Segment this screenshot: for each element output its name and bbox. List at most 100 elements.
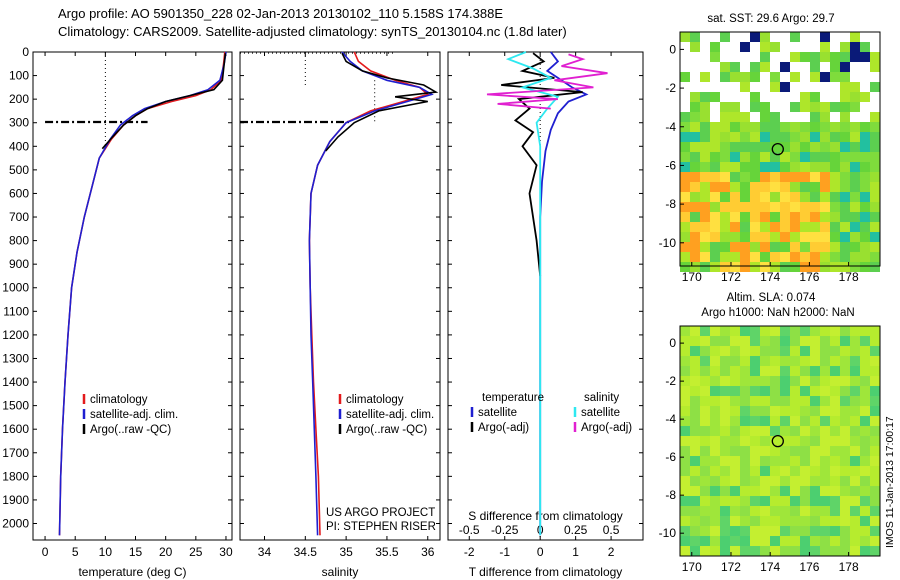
imos-timestamp: IMOS 11-Jan-2013 17:00:17 — [884, 416, 896, 548]
sla_map-cell — [800, 336, 810, 346]
sla_map-cell — [720, 366, 730, 376]
sla_map-cell — [740, 546, 750, 556]
difference-series-temperature-argoadj — [501, 52, 583, 277]
sst_map-cell — [800, 222, 810, 232]
sla_map-cell — [690, 426, 700, 436]
sla_map-cell — [860, 476, 870, 486]
sla_map-cell — [770, 486, 780, 496]
salinity-legend-label: satellite-adj. clim. — [346, 409, 434, 421]
sst_map-cell — [710, 152, 720, 162]
sst_map-cell — [750, 162, 760, 172]
sst_map-cell — [710, 142, 720, 152]
sla_map-cell — [800, 496, 810, 506]
sst_map-cell — [760, 212, 770, 222]
sst_map-cell — [690, 102, 700, 112]
sla_map-cell — [760, 456, 770, 466]
sst_map-cell — [830, 152, 840, 162]
sla_map-cell — [790, 506, 800, 516]
sst_map-cell — [700, 212, 710, 222]
sst_map-cell — [840, 82, 850, 92]
sst_map-cell — [730, 202, 740, 212]
sst_map-cell — [840, 222, 850, 232]
sst_map-cell — [840, 242, 850, 252]
sla_map-cell — [700, 476, 710, 486]
sst_map-cell — [820, 192, 830, 202]
sla_map-cell — [820, 426, 830, 436]
sla_map-cell — [730, 386, 740, 396]
sst_map-cell — [780, 192, 790, 202]
sla_map-cell — [720, 406, 730, 416]
depth-tick-label: 2000 — [2, 516, 29, 530]
sla_map-cell — [710, 436, 720, 446]
sst_map-cell — [870, 142, 880, 152]
sla_map-cell — [820, 486, 830, 496]
sst_map-cell — [770, 202, 780, 212]
sla_map-cell — [730, 536, 740, 546]
sst_map-cell — [760, 222, 770, 232]
sst_map-cell — [800, 82, 810, 92]
sst_map-panel: 170 172 174 176 178 0 -2 -4 -6 -8 -10 — [659, 31, 881, 284]
sla_map-cell — [840, 376, 850, 386]
sst_map-cell — [820, 262, 830, 272]
sst_map-cell — [860, 82, 870, 92]
sla_map-cell — [830, 546, 840, 556]
salinity-frame — [239, 51, 441, 541]
sla_map-cell — [730, 486, 740, 496]
sst_map-cell — [750, 82, 760, 92]
sla_map-cell — [790, 456, 800, 466]
sla_map-cell — [780, 326, 790, 336]
sst_map-cell — [690, 142, 700, 152]
sla_map-cell — [710, 486, 720, 496]
sla_map-cell — [780, 436, 790, 446]
sla_map-cell — [720, 376, 730, 386]
sla_map-cell — [790, 396, 800, 406]
sla_map-cell — [820, 446, 830, 456]
sst_map-cell — [850, 112, 860, 122]
depth-tick-label: 900 — [9, 257, 29, 271]
sst_map-cell — [820, 52, 830, 62]
sla_map-cell — [750, 346, 760, 356]
sla_map-cell — [840, 366, 850, 376]
sst_map-cell — [820, 142, 830, 152]
sst_map-xtick-label: 176 — [799, 270, 819, 284]
sla_map-cell — [680, 496, 690, 506]
temperature-xtick-label: 5 — [72, 545, 79, 559]
sst_map-cell — [700, 72, 710, 82]
sst_map-cell — [750, 262, 760, 272]
sst_map-cell — [870, 172, 880, 182]
sst_map-cell — [740, 142, 750, 152]
sst_map-cell — [730, 192, 740, 202]
sla_map-cell — [680, 436, 690, 446]
salinity-diff-tick-label: -0.5 — [459, 523, 480, 537]
sla_map-cell — [840, 336, 850, 346]
sla_map-cell — [770, 396, 780, 406]
sst_map-cell — [830, 142, 840, 152]
sst_map-cell — [860, 132, 870, 142]
sla_map-cell — [740, 376, 750, 386]
sst_map-cell — [720, 62, 730, 72]
pi-label: PI: STEPHEN RISER — [326, 521, 436, 533]
sst_map-cell — [720, 192, 730, 202]
sla_map-cell — [860, 466, 870, 476]
sla_map-cell — [820, 416, 830, 426]
depth-tick-label: 500 — [9, 163, 29, 177]
sst_map-cell — [700, 62, 710, 72]
sla_map-cell — [720, 476, 730, 486]
sla_map-cell — [760, 446, 770, 456]
sla_map-cell — [810, 436, 820, 446]
sst_map-cell — [870, 52, 880, 62]
sla_map-ytick-label: -10 — [659, 526, 677, 540]
sla_map-cell — [870, 416, 880, 426]
sla_map-cell — [720, 496, 730, 506]
sla_map-cell — [710, 376, 720, 386]
sla_map-cell — [700, 446, 710, 456]
temperature-panel: 0100200300400500600700800900100011001200… — [2, 45, 233, 579]
sla_map-cell — [700, 376, 710, 386]
sla_map-cell — [750, 446, 760, 456]
sla_map-cell — [690, 476, 700, 486]
sst_map-cell — [690, 252, 700, 262]
sla_map-cell — [680, 426, 690, 436]
sla_map-cell — [840, 396, 850, 406]
sst_map-cell — [720, 82, 730, 92]
sst_map-cell — [850, 162, 860, 172]
